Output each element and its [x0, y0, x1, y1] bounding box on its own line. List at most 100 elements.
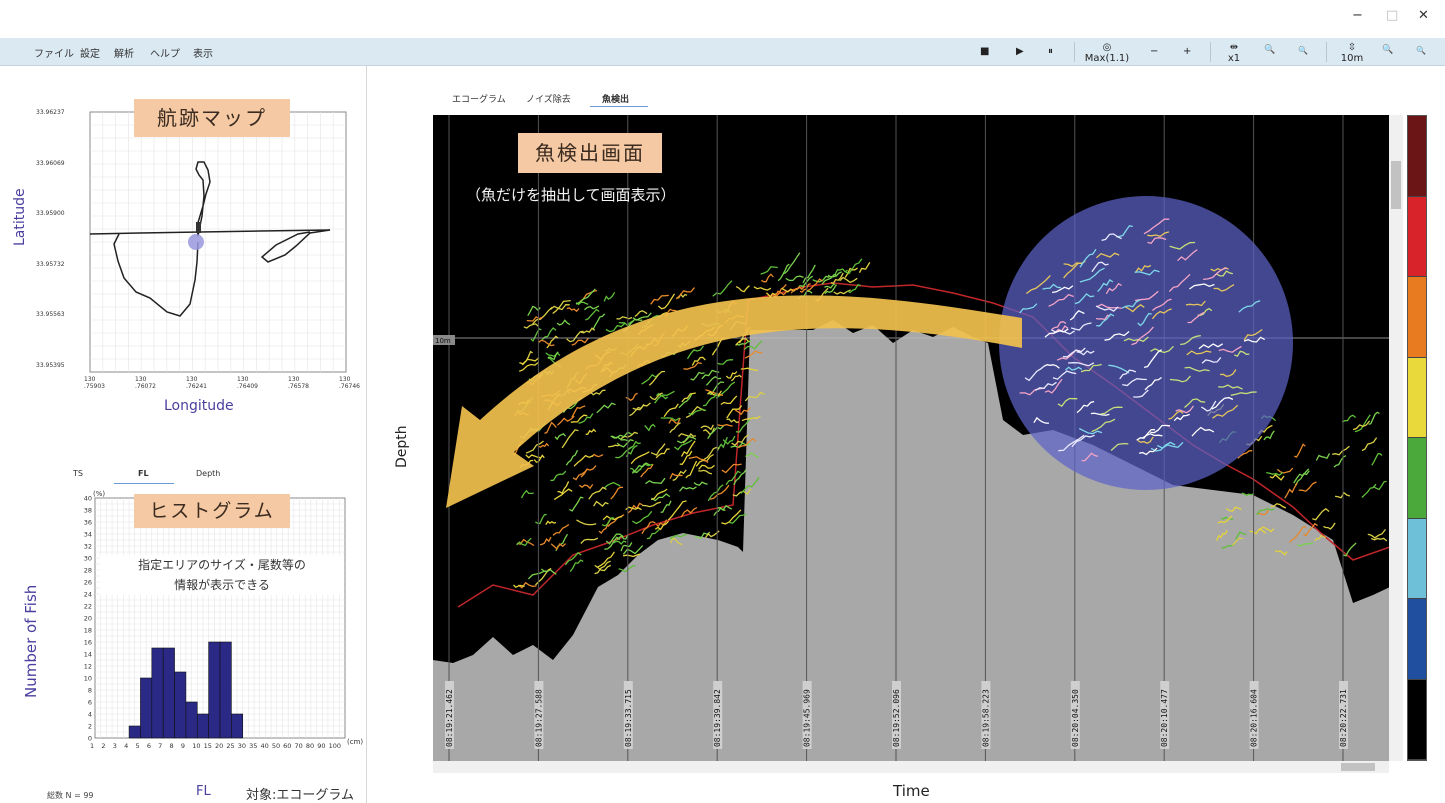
histogram-bar [128, 725, 141, 739]
fish-track [730, 374, 742, 382]
fish-track [1143, 218, 1170, 235]
time-labels: 08:19:21.462 08:19:27.588 08:19:33.715 08:1… [445, 681, 1348, 749]
menu-view[interactable]: 表示 [193, 49, 213, 60]
fish-track [669, 422, 681, 434]
histogram-y-tick-label: 32 [84, 543, 92, 551]
pause-button[interactable]: ⏸ [1048, 46, 1053, 57]
fish-track [1288, 526, 1307, 543]
fish-track [728, 513, 747, 524]
fish-track [569, 559, 584, 572]
fish-track [707, 381, 725, 396]
fish-track [1333, 455, 1347, 468]
fish-track [1044, 378, 1063, 394]
fish-track [1122, 378, 1147, 387]
toolbar-separator [1074, 42, 1075, 62]
histogram-x-tick-label: 2 [101, 742, 105, 750]
fish-track [553, 488, 573, 501]
maximize-button[interactable]: □ [1386, 8, 1399, 23]
fish-track [1042, 283, 1061, 290]
fish-track [594, 560, 611, 575]
time-label-badge [445, 681, 454, 749]
menu-settings[interactable]: 設定 [80, 49, 100, 60]
histogram-x-tick-label: 25 [226, 742, 234, 750]
histogram-tab-fl[interactable]: FL [138, 469, 149, 478]
fish-track [594, 564, 612, 572]
horizontal-scrollbar[interactable] [433, 761, 1389, 773]
fish-track [1191, 426, 1215, 437]
fish-track [722, 435, 736, 445]
zoom-out-icon[interactable]: 🔍 [1416, 46, 1426, 55]
fish-track [781, 287, 798, 293]
tab-noise-removal[interactable]: ノイズ除去 [526, 95, 571, 105]
fish-track [1298, 481, 1317, 492]
stop-button[interactable]: ■ [980, 46, 990, 57]
histogram-bar [219, 641, 232, 739]
latitude-tick-label: 33.95900 [36, 210, 65, 217]
fish-track [646, 527, 661, 540]
histogram-y-tick-label: 34 [84, 531, 92, 539]
horizontal-scrollbar-thumb[interactable] [1341, 763, 1375, 771]
zoom-in-icon[interactable]: 🔍 [1264, 45, 1276, 55]
histogram-y-tick-label: 14 [84, 651, 92, 659]
time-label-badge [713, 681, 723, 749]
histogram-x-tick-label: 7 [158, 742, 162, 750]
minimize-button[interactable]: − [1352, 8, 1363, 23]
zoom-in-icon[interactable]: 🔍 [1382, 45, 1394, 55]
fish-track [790, 285, 805, 294]
vertical-zoom-button[interactable]: ⇳ 10m [1340, 42, 1364, 64]
fish-track [672, 469, 687, 482]
fish-track [1263, 430, 1275, 441]
gain-increase-button[interactable]: + [1183, 46, 1192, 57]
fish-track [513, 584, 525, 588]
fish-track [537, 339, 555, 347]
histogram-y-tick-label: 2 [88, 723, 92, 731]
histogram-tab-depth[interactable]: Depth [196, 469, 221, 478]
fish-track [655, 519, 668, 528]
fish-track [1220, 369, 1237, 377]
tab-echogram[interactable]: エコーグラム [452, 95, 506, 105]
latitude-tick-label: 33.96237 [36, 109, 65, 116]
fish-track [1220, 516, 1234, 520]
histogram-y-tick-label: 8 [88, 687, 92, 695]
menu-analysis[interactable]: 解析 [114, 49, 134, 60]
gain-decrease-button[interactable]: − [1150, 46, 1159, 57]
echogram-display[interactable]: 08:19:21.462 08:19:27.588 08:19:33.715 08:1… [433, 115, 1390, 761]
fish-track [1226, 506, 1242, 512]
menu-file[interactable]: ファイル [34, 49, 74, 60]
fish-track [631, 462, 650, 474]
fish-track [516, 537, 532, 547]
depth-marker-badge [433, 335, 455, 345]
gain-button[interactable]: ◎ Max(1.1) [1084, 42, 1130, 64]
horizontal-zoom-button[interactable]: ⇹ x1 [1224, 42, 1244, 64]
fish-track [1296, 542, 1314, 547]
tab-active-underline [590, 106, 648, 107]
fish-track [518, 361, 540, 372]
vertical-scrollbar-thumb[interactable] [1391, 161, 1401, 209]
histogram-note-line: 情報が表示できる [174, 578, 270, 592]
fish-track [616, 534, 629, 541]
histogram-bar [140, 677, 153, 739]
fish-track [670, 537, 683, 546]
longitude-tick-label: 130.76241 [186, 376, 207, 390]
menu-help[interactable]: ヘルプ [150, 49, 180, 60]
tab-fish-detection[interactable]: 魚検出 [602, 95, 630, 105]
fish-track [765, 292, 777, 299]
fish-track [1144, 376, 1162, 391]
fish-track [541, 327, 557, 341]
selected-area-circle[interactable] [999, 196, 1293, 490]
fish-track [1238, 300, 1261, 313]
fish-track [1134, 269, 1160, 276]
play-button[interactable]: ▶ [1016, 46, 1024, 57]
fish-track [1368, 411, 1380, 425]
histogram-tab-ts[interactable]: TS [73, 469, 83, 478]
fish-track [523, 323, 540, 329]
fish-track [1079, 248, 1097, 268]
fish-track [538, 442, 550, 448]
fish-track [812, 275, 830, 283]
fish-track [827, 271, 842, 278]
histogram-x-tick-label: 30 [238, 742, 246, 750]
zoom-out-icon[interactable]: 🔍 [1298, 46, 1308, 55]
vertical-scrollbar[interactable] [1389, 115, 1403, 761]
close-button[interactable]: ✕ [1418, 8, 1429, 23]
fish-track [717, 504, 733, 511]
